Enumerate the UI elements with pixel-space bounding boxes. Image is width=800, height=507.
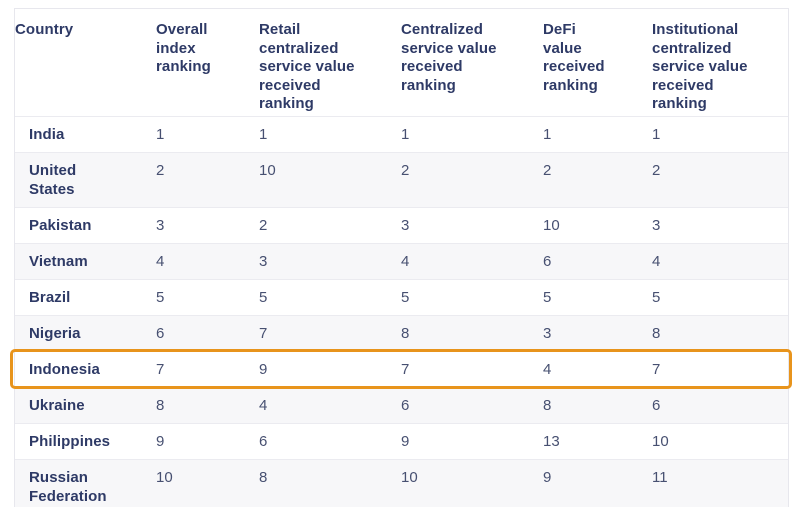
country-cell: Indonesia — [29, 361, 100, 378]
table-row: Russian Federation 10 8 10 9 11 — [15, 459, 788, 507]
rank-cell: 5 — [652, 289, 661, 306]
rank-cell: 8 — [156, 397, 165, 414]
rank-cell: 6 — [401, 397, 410, 414]
rank-cell: 9 — [259, 361, 268, 378]
rank-cell: 5 — [156, 289, 165, 306]
rank-cell: 6 — [156, 325, 165, 342]
rank-cell: 3 — [156, 217, 165, 234]
rank-cell: 10 — [652, 433, 669, 450]
table-row: United States 2 10 2 2 2 — [15, 152, 788, 207]
rank-cell: 8 — [543, 397, 552, 414]
country-cell: Ukraine — [29, 397, 85, 414]
table-row: Ukraine 8 4 6 8 6 — [15, 387, 788, 423]
table-row: Indonesia 7 9 7 4 7 — [10, 349, 792, 389]
rank-cell: 3 — [652, 217, 661, 234]
column-header-defi: DeFi value received ranking — [543, 21, 605, 94]
rank-cell: 2 — [401, 162, 410, 179]
column-header-centralized: Centralized service value received ranki… — [401, 21, 497, 94]
country-cell: Vietnam — [29, 253, 88, 270]
rank-cell: 2 — [543, 162, 552, 179]
country-cell: Philippines — [29, 433, 111, 450]
rank-cell: 4 — [259, 397, 268, 414]
country-cell: India — [29, 126, 65, 143]
rank-cell: 1 — [652, 126, 661, 143]
table-row: India 1 1 1 1 1 — [15, 116, 788, 152]
rank-cell: 9 — [543, 469, 552, 486]
rank-cell: 10 — [543, 217, 560, 234]
table-row: Nigeria 6 7 8 3 8 — [15, 315, 788, 351]
rank-cell: 4 — [401, 253, 410, 270]
rank-cell: 1 — [259, 126, 268, 143]
rank-cell: 10 — [259, 162, 276, 179]
column-header-institutional: Institutional centralized service value … — [652, 21, 748, 112]
rank-cell: 8 — [401, 325, 410, 342]
rank-cell: 3 — [543, 325, 552, 342]
rank-cell: 7 — [156, 361, 165, 378]
rank-cell: 5 — [259, 289, 268, 306]
rank-cell: 13 — [543, 433, 560, 450]
rank-cell: 4 — [156, 253, 165, 270]
rank-cell: 1 — [543, 126, 552, 143]
rank-cell: 1 — [401, 126, 410, 143]
rank-cell: 9 — [401, 433, 410, 450]
rank-cell: 3 — [401, 217, 410, 234]
country-cell: Nigeria — [29, 325, 81, 342]
rank-cell: 5 — [401, 289, 410, 306]
table-header-row: Country Overall index ranking Retail cen… — [15, 9, 788, 116]
column-header-country: Country — [15, 21, 74, 38]
rank-cell: 10 — [401, 469, 418, 486]
table-row: Pakistan 3 2 3 10 3 — [15, 207, 788, 243]
rank-cell: 2 — [259, 217, 268, 234]
table-row: Philippines 9 6 9 13 10 — [15, 423, 788, 459]
rank-cell: 6 — [652, 397, 661, 414]
column-header-retail-centralized: Retail centralized service value receive… — [259, 21, 355, 112]
column-header-overall-index: Overall index ranking — [156, 21, 211, 75]
rank-cell: 11 — [652, 469, 668, 486]
country-cell: Brazil — [29, 289, 71, 306]
country-cell: United States — [29, 162, 77, 198]
rank-cell: 5 — [543, 289, 552, 306]
rank-cell: 8 — [259, 469, 268, 486]
rank-cell: 6 — [259, 433, 268, 450]
rank-cell: 6 — [543, 253, 552, 270]
rank-cell: 9 — [156, 433, 165, 450]
rank-cell: 8 — [652, 325, 661, 342]
country-cell: Russian Federation — [29, 469, 107, 505]
table-body: India 1 1 1 1 1 United States 2 10 2 2 2 Pakistan 3 2 3… — [10, 116, 792, 507]
rank-cell: 4 — [652, 253, 661, 270]
country-cell: Pakistan — [29, 217, 92, 234]
rank-cell: 3 — [259, 253, 268, 270]
ranking-table: Country Overall index ranking Retail cen… — [10, 8, 792, 507]
table-row: Vietnam 4 3 4 6 4 — [15, 243, 788, 279]
rank-cell: 4 — [543, 361, 552, 378]
rank-cell: 2 — [156, 162, 165, 179]
table-row: Brazil 5 5 5 5 5 — [15, 279, 788, 315]
rank-cell: 2 — [652, 162, 661, 179]
rank-cell: 7 — [401, 361, 410, 378]
rank-cell: 1 — [156, 126, 165, 143]
rank-cell: 7 — [259, 325, 268, 342]
rank-cell: 7 — [652, 361, 661, 378]
rank-cell: 10 — [156, 469, 173, 486]
